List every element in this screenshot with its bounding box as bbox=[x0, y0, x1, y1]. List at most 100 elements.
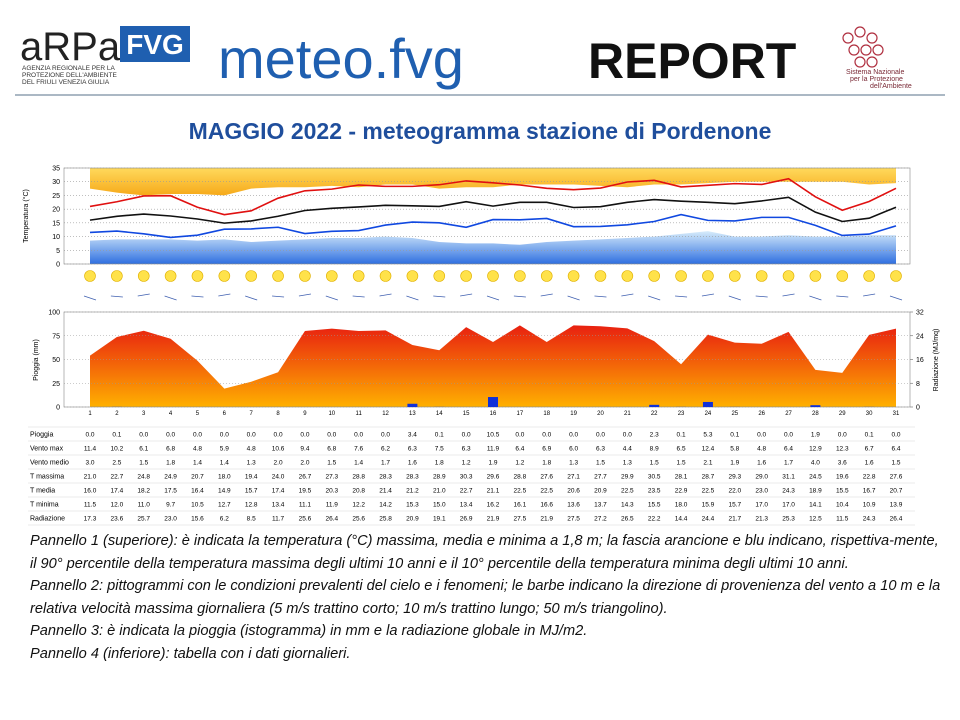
table-cell: 1.3 bbox=[623, 460, 632, 467]
x-tick-label: 2 bbox=[115, 411, 119, 417]
table-cell: 22.7 bbox=[460, 488, 473, 495]
x-tick-label: 30 bbox=[866, 411, 873, 417]
weather-icon bbox=[702, 270, 714, 282]
plot-frame bbox=[63, 167, 911, 265]
x-tick-label: 20 bbox=[597, 411, 604, 417]
y-tick-label: 5 bbox=[56, 248, 60, 255]
table-cell: 0.1 bbox=[730, 432, 739, 439]
table-cell: 17.0 bbox=[782, 502, 795, 509]
table-cell: 23.0 bbox=[164, 516, 177, 523]
table-cell: 2.3 bbox=[650, 432, 659, 439]
weather-icon bbox=[245, 270, 257, 282]
table-cell: 6.4 bbox=[515, 446, 524, 453]
wind-barb bbox=[567, 295, 580, 301]
y-axis-label: Temperatura (°C) bbox=[22, 189, 30, 243]
x-tick-label: 28 bbox=[812, 411, 819, 417]
weather-icon bbox=[809, 270, 822, 282]
table-cell: 4.0 bbox=[811, 460, 820, 467]
table-cell: 1.2 bbox=[515, 460, 524, 467]
table-cell: 15.7 bbox=[728, 502, 741, 509]
table-cell: 22.5 bbox=[540, 488, 553, 495]
table-cell: 1.3 bbox=[569, 460, 578, 467]
table-cell: 27.5 bbox=[567, 516, 580, 523]
table-cell: 26.5 bbox=[621, 516, 634, 523]
x-tick-label: 31 bbox=[893, 411, 900, 417]
table-cell: 0.0 bbox=[784, 432, 793, 439]
table-cell: 6.0 bbox=[569, 446, 578, 453]
wind-barb bbox=[889, 295, 903, 301]
table-cell: 28.8 bbox=[514, 474, 527, 481]
caption: Pannello 1 (superiore): è indicata la te… bbox=[30, 530, 945, 666]
weather-icon bbox=[352, 270, 365, 282]
y-axis-label: Pioggia (mm) bbox=[33, 339, 40, 381]
table-cell: 13.6 bbox=[567, 502, 580, 509]
table-cell: 12.8 bbox=[245, 502, 258, 509]
table-cell: 5.9 bbox=[220, 446, 229, 453]
weather-icon bbox=[433, 270, 446, 282]
table-cell: 22.5 bbox=[514, 488, 527, 495]
rain-bar bbox=[649, 404, 660, 407]
table-cell: 27.3 bbox=[325, 474, 338, 481]
table-cell: 1.3 bbox=[247, 460, 256, 467]
table-cell: 21.9 bbox=[540, 516, 553, 523]
y2-tick-label: 32 bbox=[916, 310, 924, 317]
table-cell: 3.6 bbox=[838, 460, 847, 467]
weather-icon bbox=[890, 270, 902, 282]
wind-barb bbox=[863, 293, 876, 297]
table-cell: 16.6 bbox=[540, 502, 553, 509]
x-tick-label: 15 bbox=[463, 411, 470, 417]
table-cell: 21.4 bbox=[379, 488, 392, 495]
weather-icon bbox=[191, 270, 204, 282]
weather-icon bbox=[755, 270, 768, 282]
x-tick-label: 3 bbox=[142, 411, 146, 417]
table-cell: 12.2 bbox=[352, 502, 365, 509]
table-cell: 12.0 bbox=[111, 502, 124, 509]
table-cell: 3.4 bbox=[408, 432, 417, 439]
table-cell: 1.5 bbox=[139, 460, 148, 467]
table-cell: 0.0 bbox=[623, 432, 632, 439]
table-cell: 0.0 bbox=[85, 432, 94, 439]
table-cell: 4.8 bbox=[247, 446, 256, 453]
table-cell: 22.2 bbox=[648, 516, 661, 523]
weather-icon bbox=[487, 270, 499, 282]
table-cell: 6.1 bbox=[139, 446, 148, 453]
table-cell: 1.8 bbox=[166, 460, 175, 467]
table-cell: 6.3 bbox=[408, 446, 417, 453]
table-cell: 0.0 bbox=[139, 432, 148, 439]
table-cell: 1.5 bbox=[650, 460, 659, 467]
y-tick-label: 75 bbox=[52, 333, 60, 340]
table-cell: 18.0 bbox=[218, 474, 231, 481]
weather-icon bbox=[621, 270, 634, 282]
table-cell: 27.2 bbox=[594, 516, 607, 523]
table-cell: 16.1 bbox=[514, 502, 527, 509]
table-cell: 6.8 bbox=[166, 446, 175, 453]
table-cell: 28.9 bbox=[433, 474, 446, 481]
radiation-area bbox=[90, 325, 896, 407]
table-cell: 30.3 bbox=[460, 474, 473, 481]
weather-icon bbox=[164, 270, 177, 282]
temperature-line bbox=[89, 177, 897, 216]
rain-bar bbox=[488, 397, 498, 407]
table-cell: 9.7 bbox=[166, 502, 175, 509]
weather-icon bbox=[675, 270, 687, 282]
table-cell: 0.0 bbox=[354, 432, 363, 439]
weather-icon bbox=[137, 270, 150, 282]
table-cell: 1.2 bbox=[462, 460, 471, 467]
row-label: Vento max bbox=[30, 446, 64, 453]
table-cell: 0.0 bbox=[569, 432, 578, 439]
wind-barb bbox=[621, 293, 634, 297]
caption-paragraph: Pannello 3: è indicata la pioggia (istog… bbox=[30, 623, 588, 640]
logo-right: dell'Ambiente bbox=[870, 83, 912, 90]
logo-right: Sistema Nazionale bbox=[846, 69, 904, 76]
y2-tick-label: 16 bbox=[916, 357, 924, 364]
weather-icon bbox=[648, 270, 661, 282]
weather-icon bbox=[728, 270, 741, 282]
table-cell: 0.0 bbox=[462, 432, 471, 439]
table-cell: 19.5 bbox=[299, 488, 312, 495]
wind-barb bbox=[836, 295, 849, 298]
x-tick-label: 6 bbox=[223, 411, 227, 417]
table-cell: 1.5 bbox=[891, 460, 900, 467]
table-cell: 13.7 bbox=[594, 502, 607, 509]
table-cell: 0.1 bbox=[435, 432, 444, 439]
table-cell: 10.5 bbox=[191, 502, 204, 509]
